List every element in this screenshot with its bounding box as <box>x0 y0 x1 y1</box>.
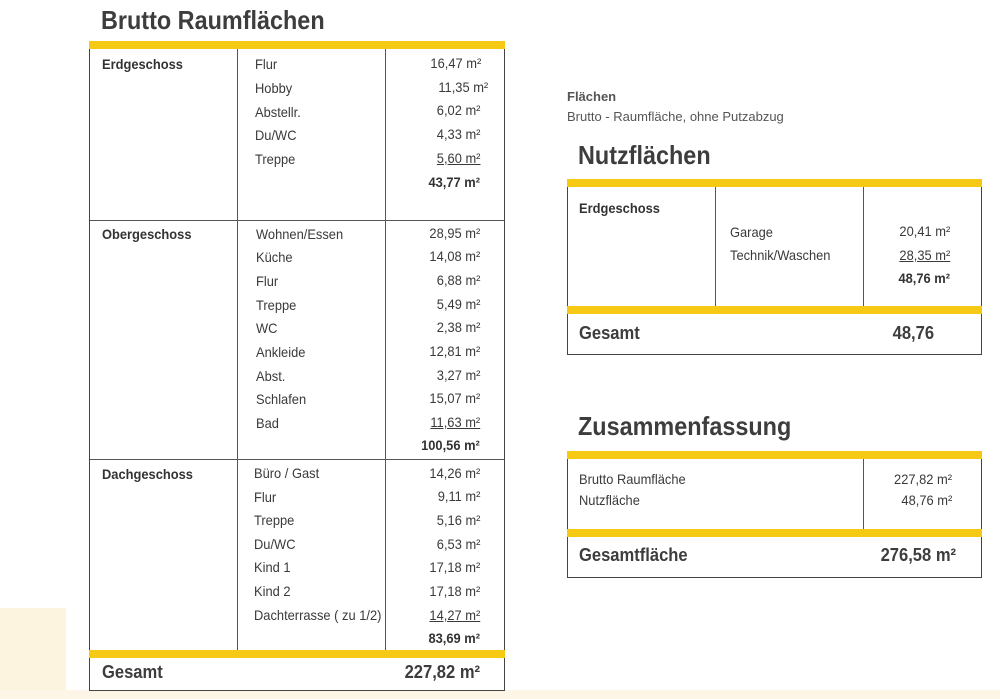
nutz-title: Nutzflächen <box>578 140 711 170</box>
col-divider <box>863 459 864 529</box>
summary-row-name: Brutto Raumfläche <box>579 471 686 487</box>
room-name: Flur <box>256 273 279 289</box>
room-name: Du/WC <box>255 127 297 143</box>
note-text: Brutto - Raumfläche, ohne Putzabzug <box>567 109 784 124</box>
summary-row-name: Nutzfläche <box>579 492 640 508</box>
room-name: WC <box>256 320 278 336</box>
brutto-title: Brutto Raumflächen <box>101 5 325 35</box>
floor-subtotal: 83,69 m² <box>428 630 480 646</box>
room-area: 20,41 m² <box>899 223 950 239</box>
room-name: Büro / Gast <box>254 465 320 481</box>
room-name: Treppe <box>255 151 296 167</box>
room-name: Bad <box>256 415 279 431</box>
room-area: 2,38 m² <box>436 319 480 335</box>
brutto-table <box>89 41 505 691</box>
brutto-total-value: 227,82 m² <box>404 662 480 682</box>
room-name: Abstellr. <box>255 104 301 120</box>
room-area: 14,27 m² <box>429 607 480 623</box>
summary-bottom-bar <box>567 529 982 537</box>
room-area: 6,53 m² <box>436 536 480 552</box>
room-area: 28,95 m² <box>429 225 480 241</box>
room-name: Wohnen/Essen <box>256 226 344 242</box>
room-area: 3,27 m² <box>436 367 480 383</box>
floor-subtotal: 43,77 m² <box>428 174 480 190</box>
room-area: 28,35 m² <box>899 247 950 263</box>
room-area: 5,60 m² <box>436 150 480 166</box>
room-area: 5,16 m² <box>436 512 480 528</box>
room-area: 17,18 m² <box>429 559 480 575</box>
room-area: 11,63 m² <box>430 414 480 430</box>
summary-row-area: 48,76 m² <box>901 492 952 508</box>
summary-total-label: Gesamtfläche <box>579 545 688 565</box>
summary-total-value: 276,58 m² <box>880 545 956 565</box>
col-divider-2 <box>863 187 864 306</box>
room-name: Du/WC <box>254 536 296 552</box>
room-name: Treppe <box>254 512 295 528</box>
floor-label: Erdgeschoss <box>102 56 183 72</box>
nutz-total-label: Gesamt <box>579 323 640 343</box>
room-name: Dachterrasse ( zu 1/2) <box>254 607 382 623</box>
room-name: Kind 2 <box>254 583 291 599</box>
room-name: Küche <box>256 249 293 265</box>
summary-title: Zusammenfassung <box>578 411 792 441</box>
room-name: Flur <box>255 56 278 72</box>
room-area: 6,02 m² <box>436 102 480 118</box>
room-area: 14,26 m² <box>429 465 480 481</box>
brutto-top-bar <box>89 41 505 49</box>
floor-label: Obergeschoss <box>102 226 192 242</box>
decorative-bottom-strip <box>0 690 1000 699</box>
floor-label: Dachgeschoss <box>102 466 193 482</box>
room-area: 17,18 m² <box>429 583 480 599</box>
row-divider-1 <box>90 220 504 221</box>
room-area: 11,35 m² <box>438 79 488 95</box>
room-name: Hobby <box>255 80 293 96</box>
col-divider-1 <box>237 49 238 651</box>
summary-row-area: 227,82 m² <box>893 471 952 487</box>
row-divider-2 <box>90 459 504 460</box>
room-name: Abst. <box>256 368 286 384</box>
room-name: Schlafen <box>256 391 307 407</box>
room-name: Garage <box>730 224 773 240</box>
room-area: 16,47 m² <box>430 55 481 71</box>
room-name: Technik/Waschen <box>730 247 831 263</box>
room-area: 15,07 m² <box>429 390 480 406</box>
nutz-total-value: 48,76 <box>892 323 934 343</box>
floor-label: Erdgeschoss <box>579 200 660 216</box>
decorative-corner <box>0 608 66 699</box>
brutto-total-label: Gesamt <box>102 662 163 682</box>
col-divider-1 <box>715 187 716 306</box>
col-divider-2 <box>385 49 386 651</box>
room-area: 4,33 m² <box>436 126 480 142</box>
room-area: 5,49 m² <box>436 296 480 312</box>
summary-table <box>567 451 982 578</box>
brutto-bottom-bar <box>89 650 505 658</box>
room-area: 12,81 m² <box>429 343 480 359</box>
room-name: Treppe <box>256 297 297 313</box>
nutz-bottom-bar <box>567 306 982 314</box>
nutz-top-bar <box>567 179 982 187</box>
room-name: Ankleide <box>256 344 306 360</box>
room-area: 14,08 m² <box>429 248 480 264</box>
nutz-subtotal: 48,76 m² <box>898 270 950 286</box>
note-heading: Flächen <box>567 89 617 104</box>
room-area: 9,11 m² <box>437 488 480 504</box>
floor-subtotal: 100,56 m² <box>421 437 480 453</box>
room-area: 6,88 m² <box>436 272 480 288</box>
room-name: Flur <box>254 489 277 505</box>
room-name: Kind 1 <box>254 559 291 575</box>
summary-top-bar <box>567 451 982 459</box>
nutz-table <box>567 179 982 355</box>
